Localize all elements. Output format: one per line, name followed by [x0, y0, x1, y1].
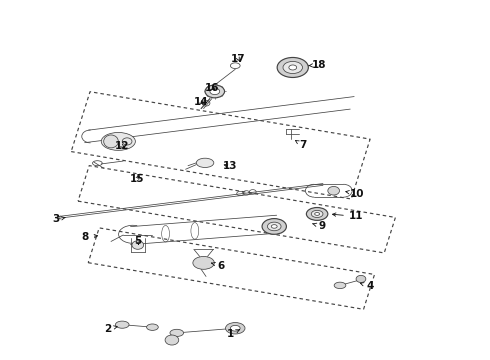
Text: 6: 6	[212, 261, 224, 271]
Ellipse shape	[170, 329, 184, 337]
Text: 1: 1	[227, 329, 240, 339]
Ellipse shape	[147, 324, 158, 330]
Text: 3: 3	[52, 214, 65, 224]
Ellipse shape	[277, 58, 308, 77]
Ellipse shape	[210, 88, 220, 95]
Ellipse shape	[283, 62, 302, 73]
Ellipse shape	[268, 222, 281, 231]
Ellipse shape	[271, 225, 277, 228]
Ellipse shape	[165, 335, 179, 345]
Ellipse shape	[196, 158, 214, 167]
Ellipse shape	[116, 321, 129, 328]
Ellipse shape	[289, 65, 296, 70]
Ellipse shape	[356, 275, 366, 283]
Text: 15: 15	[129, 174, 144, 184]
Ellipse shape	[230, 325, 240, 331]
Text: 14: 14	[194, 97, 208, 107]
Ellipse shape	[104, 135, 118, 148]
Ellipse shape	[225, 323, 245, 334]
Text: 11: 11	[333, 211, 364, 221]
Text: 8: 8	[81, 232, 98, 242]
Ellipse shape	[306, 207, 328, 220]
Ellipse shape	[328, 186, 340, 195]
Ellipse shape	[262, 219, 287, 234]
Text: 10: 10	[346, 189, 364, 199]
Ellipse shape	[311, 210, 323, 217]
Text: 9: 9	[313, 221, 325, 231]
Ellipse shape	[101, 132, 135, 150]
Ellipse shape	[132, 241, 144, 249]
Text: 4: 4	[360, 282, 374, 292]
Text: 13: 13	[223, 161, 238, 171]
Text: 17: 17	[231, 54, 245, 64]
Ellipse shape	[334, 282, 346, 289]
Text: 18: 18	[309, 60, 326, 70]
Text: 12: 12	[115, 141, 129, 151]
Text: 7: 7	[295, 140, 306, 150]
Ellipse shape	[205, 85, 224, 98]
Text: 5: 5	[134, 237, 142, 247]
Ellipse shape	[315, 212, 319, 215]
Text: 2: 2	[104, 324, 117, 334]
Ellipse shape	[193, 256, 214, 269]
Text: 16: 16	[205, 83, 219, 93]
